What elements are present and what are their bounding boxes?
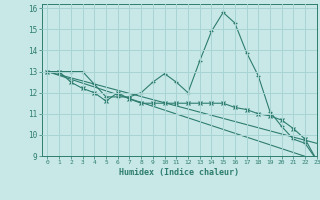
- X-axis label: Humidex (Indice chaleur): Humidex (Indice chaleur): [119, 168, 239, 177]
